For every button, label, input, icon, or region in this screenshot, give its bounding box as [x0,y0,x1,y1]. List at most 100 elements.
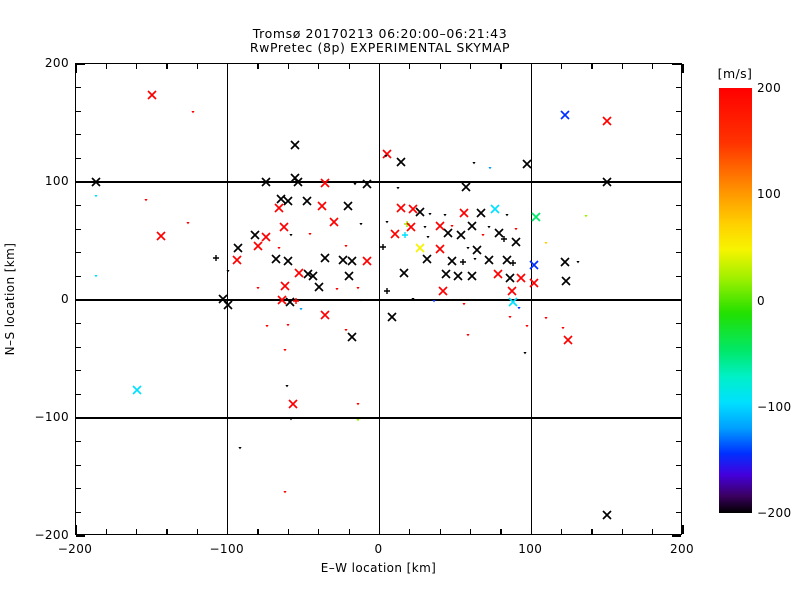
data-point [471,161,476,165]
data-point [435,244,446,255]
axis-tick [530,525,532,534]
data-point [271,253,282,264]
data-point [403,221,410,228]
axis-tick [682,525,684,534]
axis-tick [76,181,85,183]
colorbar-title: [m/s] [717,66,753,81]
data-point [395,156,406,167]
data-point [559,257,570,268]
data-point [465,246,470,250]
data-point [523,351,527,355]
data-point [415,243,426,254]
data-point [283,256,294,267]
data-point [441,269,452,280]
data-point [576,260,580,264]
x-axis-label: E–W location [km] [320,561,437,575]
data-point [450,224,454,228]
data-point [471,245,482,256]
data-point [487,225,491,229]
axis-tick [469,64,472,69]
y-tick-label: −200 [34,528,69,542]
data-point [289,233,294,237]
data-point [382,148,393,159]
axis-tick [76,157,81,160]
data-point [492,269,503,280]
data-point [347,331,358,342]
data-point [473,257,477,261]
data-point [508,315,512,319]
data-point [386,311,397,322]
data-point [303,269,314,280]
data-point [301,195,312,206]
data-point [514,227,518,231]
axis-tick [76,86,81,89]
data-point [415,206,426,217]
axis-tick [76,299,85,301]
colorbar-tick-label: 0 [757,293,766,308]
data-point [313,282,324,293]
axis-tick [287,64,290,69]
data-point [146,89,157,100]
axis-tick [676,346,681,348]
data-point [144,198,148,202]
axis-tick [469,529,472,534]
axis-tick [560,529,563,534]
data-point [155,231,166,242]
data-point [250,230,261,241]
data-point [525,324,529,328]
axis-tick [136,529,138,534]
data-point [438,285,449,296]
data-point [256,286,260,290]
data-point [435,220,446,231]
data-point [356,286,360,290]
x-tick-label: −200 [57,542,93,556]
axis-tick [676,464,681,466]
axis-tick [676,393,681,396]
data-point [602,115,613,126]
data-point [347,256,358,267]
x-tick-label: 200 [669,542,695,556]
data-point [278,221,289,232]
data-point [289,140,300,151]
x-tick-label: −100 [209,542,245,556]
axis-tick [676,488,681,490]
axis-tick [76,275,81,278]
data-point [602,509,613,520]
data-point [402,232,409,239]
plot-title: Tromsø 20170213 06:20:00–06:21:43 RwPret… [0,27,760,55]
data-point [494,227,505,238]
data-point [530,212,541,223]
data-point [459,207,470,218]
data-point [385,220,389,224]
data-point [426,235,430,239]
data-point [231,254,242,265]
axis-tick [166,529,168,534]
axis-tick [676,157,681,160]
axis-tick [676,511,681,514]
data-point [283,195,294,206]
data-point [298,307,303,311]
data-point [476,207,487,218]
x-tick-label: 100 [518,542,543,556]
data-point [489,204,500,215]
axis-tick [257,529,259,534]
data-point [505,272,516,283]
data-point [359,222,363,226]
data-point [407,204,418,215]
data-point [344,328,348,332]
data-point [421,253,432,264]
axis-tick [591,529,593,534]
data-point [260,232,271,243]
data-point [442,227,453,238]
data-point [338,254,349,265]
axis-tick [76,346,81,348]
data-point [319,252,330,263]
colorbar-gradient [719,88,752,513]
axis-tick [76,370,81,372]
data-point [356,418,360,422]
data-point [406,221,417,232]
data-point [283,490,288,494]
axis-tick [621,64,623,69]
axis-tick [105,529,107,534]
data-point [277,246,281,250]
